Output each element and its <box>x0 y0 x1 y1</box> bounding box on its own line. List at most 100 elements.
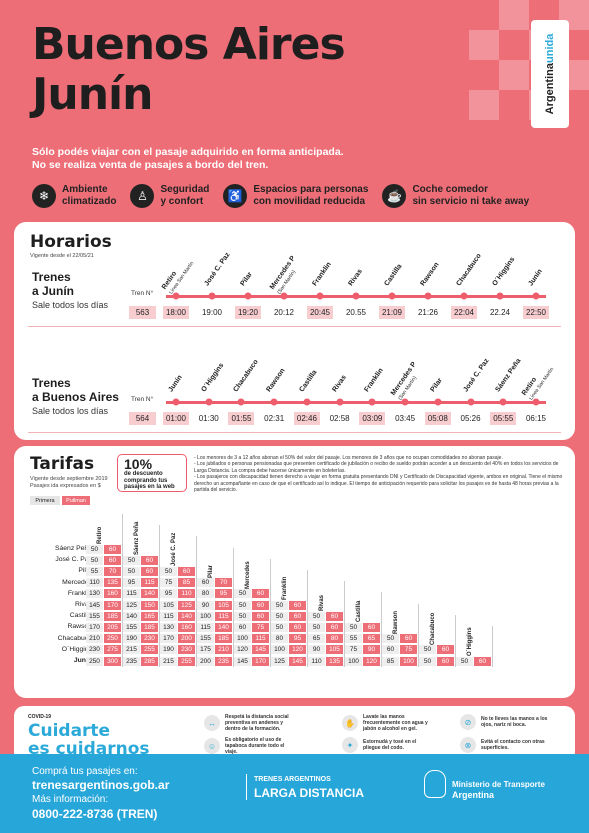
fare-primera: 50 <box>308 611 325 621</box>
horarios-valid: Vigente desde el 22/05/21 <box>30 253 94 259</box>
station-label: Castilla <box>383 263 404 288</box>
fare-pullman: 140 <box>141 589 158 599</box>
feature-line: Espacios para personas <box>253 184 369 195</box>
covid-tip: ✦ Estornudá y tosé en el pliegue del codo… <box>342 737 433 753</box>
station-name: O´Higgins <box>200 362 226 394</box>
train-label: Tren N° <box>131 396 154 403</box>
fare-pullman: 60 <box>252 611 269 621</box>
fare-column-rule <box>122 514 123 668</box>
argentina-unida-badge: Argentinaunida <box>531 20 569 128</box>
brand-line1: TRENES ARGENTINOS <box>254 776 331 783</box>
fare-primera: 250 <box>86 656 103 666</box>
legend-primera: Primera <box>30 496 60 505</box>
fare-primera: 110 <box>86 578 103 588</box>
feature-text: Ambiente climatizado <box>62 184 116 208</box>
station-dot <box>303 398 311 406</box>
covid-tip: ⊘ No te lleves las manos a los ojos, nari… <box>460 714 551 730</box>
station-dot <box>401 398 409 406</box>
buy-link[interactable]: trenesargentinos.gob.ar <box>32 778 170 792</box>
fare-pullman: 205 <box>104 622 121 632</box>
fare-row-label: Sáenz Peña <box>54 545 92 552</box>
fare-primera: 50 <box>308 622 325 632</box>
wheelchair-icon: ♿ <box>223 184 248 208</box>
fare-row-label: O´Higgins <box>61 645 92 653</box>
station-dot <box>467 398 475 406</box>
station-time: 21:09 <box>379 306 405 319</box>
fare-primera: 50 <box>345 622 362 632</box>
phone-link[interactable]: 0800-222-8736 (TREN) <box>32 807 158 821</box>
fare-primera: 155 <box>86 611 103 621</box>
station-label: Pilar <box>239 270 254 288</box>
fare-pullman: 200 <box>178 634 195 644</box>
station-dot <box>460 292 468 300</box>
fare-primera: 50 <box>123 555 140 565</box>
station-time: 18:00 <box>163 306 189 319</box>
fare-row-label: Rawson <box>67 623 92 631</box>
fare-pullman: 115 <box>252 634 269 644</box>
station-label: Rivas <box>331 374 348 394</box>
fare-pullman: 285 <box>141 656 158 666</box>
fare-primera: 155 <box>123 622 140 632</box>
station-name: José C. Paz <box>203 252 232 288</box>
fare-primera: 60 <box>197 578 214 588</box>
web-discount-box: 10% de descuento comprando tus pasajes e… <box>117 454 187 492</box>
feature-text: Coche comedor sin servicio ni take away <box>412 184 529 208</box>
snowflake-icon: ❄ <box>32 184 56 208</box>
covid-label: COVID-19 <box>28 714 52 720</box>
fare-pullman: 60 <box>104 544 121 554</box>
station-time: 02:31 <box>264 414 285 423</box>
station-time: 06:15 <box>525 414 547 423</box>
route-name-line: a Buenos Aires <box>32 390 119 404</box>
fare-primera: 50 <box>419 645 436 655</box>
fare-pullman: 140 <box>178 611 195 621</box>
feature-line: con movilidad reducida <box>253 196 366 207</box>
fare-pullman: 60 <box>141 555 158 565</box>
fare-pullman: 60 <box>289 600 306 610</box>
covid-tip-text: Evitá el contacto con otras superficies. <box>481 739 545 751</box>
fare-column-rule <box>418 603 419 668</box>
note-line: - Los menores de 3 a 12 años abonan el 5… <box>194 455 503 461</box>
route-divider <box>28 432 561 433</box>
fare-primera: 115 <box>123 589 140 599</box>
fare-pullman: 80 <box>326 634 343 644</box>
fare-row-label: Franklin <box>67 589 92 597</box>
covid-tip: ☺ Es obligatorio el uso de tapaboca duran… <box>204 737 295 755</box>
covid-tip-text: Respetá la distancia social preventiva e… <box>225 714 289 732</box>
fare-pullman: 140 <box>215 622 232 632</box>
fare-primera: 105 <box>160 600 177 610</box>
fare-pullman: 60 <box>289 611 306 621</box>
fare-primera: 130 <box>86 589 103 599</box>
fare-pullman: 170 <box>252 656 269 666</box>
station-label: Pilar <box>429 376 444 394</box>
station-label: Chacabuco <box>232 358 261 394</box>
route-name: Trenes a Junín <box>32 270 74 298</box>
legend-pullman: Pullman <box>62 496 90 505</box>
fare-pullman: 235 <box>215 656 232 666</box>
fare-primera: 50 <box>234 600 251 610</box>
feature-line: y confort <box>160 196 204 207</box>
covid-tip-text: Es obligatorio el uso de tapaboca durant… <box>225 737 285 755</box>
station-dot <box>532 292 540 300</box>
fare-pullman: 60 <box>326 622 343 632</box>
fare-primera: 140 <box>123 611 140 621</box>
fare-column-rule <box>455 614 456 668</box>
fare-pullman: 150 <box>141 600 158 610</box>
feature-text: Seguridad y confort <box>160 184 209 208</box>
station-dot <box>205 398 213 406</box>
station-dot <box>237 398 245 406</box>
station-time: 19:20 <box>235 306 261 319</box>
fare-primera: 190 <box>123 634 140 644</box>
station-time: 05:55 <box>490 412 517 425</box>
station-label: Rivas <box>347 268 364 288</box>
fare-column-rule <box>381 592 382 668</box>
no-contact-icon: ⊗ <box>460 737 476 753</box>
feature-item: ☕ Coche comedor sin servicio ni take away <box>382 184 529 208</box>
covid-tip-text: Lavate las manos frecuentemente con agua… <box>363 714 428 732</box>
fare-pullman: 160 <box>178 622 195 632</box>
station-time: 20.55 <box>345 308 367 317</box>
station-dot <box>244 292 252 300</box>
fare-primera: 50 <box>160 566 177 576</box>
fare-primera: 65 <box>308 634 325 644</box>
station-dot <box>368 398 376 406</box>
fare-pullman: 135 <box>104 578 121 588</box>
